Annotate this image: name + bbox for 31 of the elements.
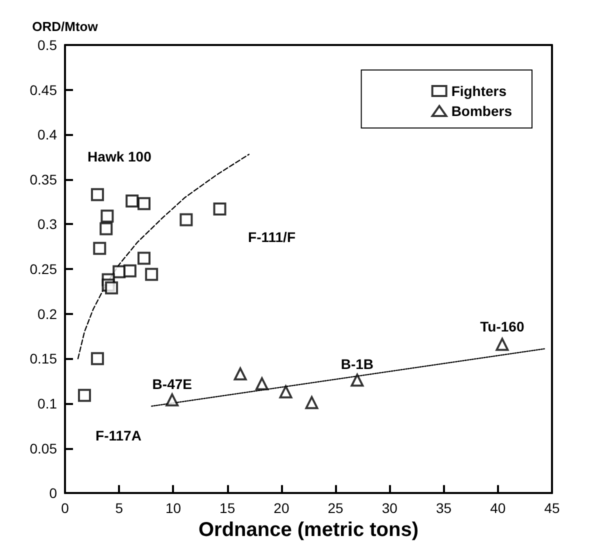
y-tick-label: 0.3: [38, 216, 58, 232]
annotation: B-47E: [152, 376, 192, 392]
legend-label: Bombers: [451, 103, 512, 119]
x-axis-title: Ordnance (metric tons): [198, 519, 419, 541]
x-tick-label: 30: [382, 500, 398, 516]
y-tick-label: 0.5: [38, 37, 58, 53]
x-tick-label: 45: [544, 500, 560, 516]
y-tick-label: 0.05: [30, 440, 58, 456]
x-tick-label: 0: [61, 500, 70, 516]
annotation: F-117A: [96, 427, 142, 444]
y-tick-label: 0.25: [30, 261, 58, 278]
x-tick-label: 40: [490, 500, 506, 516]
legend-label: Fighters: [451, 83, 507, 99]
annotation: Hawk 100: [88, 148, 152, 165]
y-tick-label: 0.35: [30, 171, 58, 188]
y-tick-label: 0.1: [38, 395, 58, 412]
annotation: B-1B: [340, 356, 374, 372]
x-tick-label: 15: [220, 500, 236, 516]
x-tick-label: 25: [328, 500, 344, 516]
y-tick-label: 0.15: [30, 350, 58, 367]
x-tick-label: 35: [436, 500, 452, 516]
y-tick-label: 0.4: [38, 126, 58, 143]
annotation: F-111/F: [248, 229, 296, 246]
y-axis-title: ORD/Mtow: [32, 19, 99, 34]
x-tick-label: 5: [115, 500, 124, 516]
y-tick-label: 0: [49, 485, 58, 502]
annotation: Tu-160: [480, 318, 524, 334]
x-tick-label: 10: [165, 500, 182, 516]
x-tick-label: 20: [274, 500, 290, 516]
y-tick-label: 0.45: [30, 82, 58, 98]
y-tick-label: 0.2: [38, 306, 58, 322]
